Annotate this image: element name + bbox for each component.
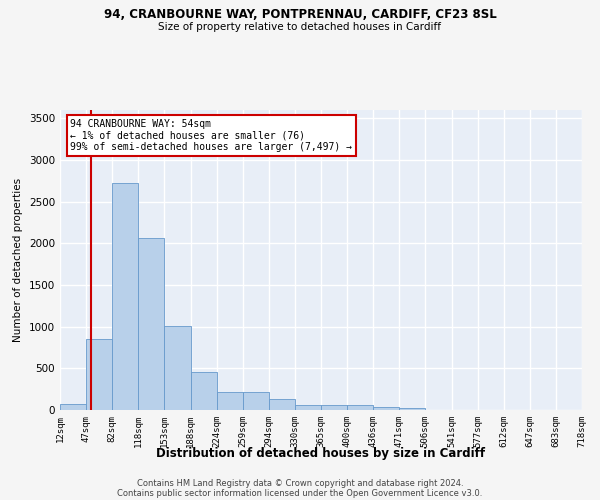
Bar [373,407,400,410]
Bar [400,408,425,410]
Bar [295,404,321,410]
Bar [191,372,217,410]
Bar [269,399,295,410]
Text: 94 CRANBOURNE WAY: 54sqm
← 1% of detached houses are smaller (76)
99% of semi-de: 94 CRANBOURNE WAY: 54sqm ← 1% of detache… [70,119,352,152]
Y-axis label: Number of detached properties: Number of detached properties [13,178,23,342]
Text: Contains public sector information licensed under the Open Government Licence v3: Contains public sector information licen… [118,488,482,498]
Bar [139,238,164,410]
Bar [112,184,139,410]
Bar [347,406,373,410]
Bar [164,326,191,410]
Bar [86,339,112,410]
Bar [60,404,86,410]
Text: Distribution of detached houses by size in Cardiff: Distribution of detached houses by size … [157,448,485,460]
Bar [217,392,243,410]
Text: Contains HM Land Registry data © Crown copyright and database right 2024.: Contains HM Land Registry data © Crown c… [137,478,463,488]
Text: Size of property relative to detached houses in Cardiff: Size of property relative to detached ho… [158,22,442,32]
Text: 94, CRANBOURNE WAY, PONTPRENNAU, CARDIFF, CF23 8SL: 94, CRANBOURNE WAY, PONTPRENNAU, CARDIFF… [104,8,496,20]
Bar [321,406,347,410]
Bar [243,392,269,410]
